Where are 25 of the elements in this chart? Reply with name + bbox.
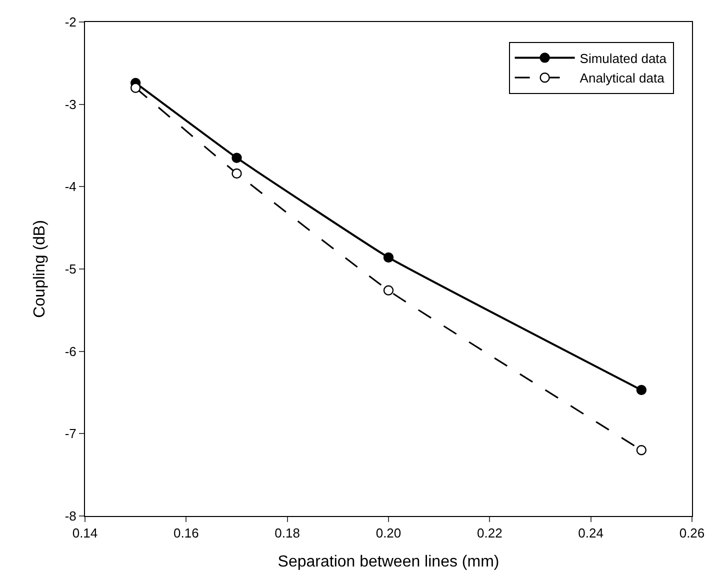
legend-label: Simulated data — [580, 50, 668, 66]
y-tick-label: -2 — [64, 14, 76, 30]
y-axis-title: Coupling (dB) — [32, 220, 49, 318]
x-tick-label: 0.16 — [174, 526, 199, 541]
y-tick-label: -4 — [64, 179, 76, 194]
point — [636, 445, 647, 456]
x-tick-label: 0.20 — [376, 526, 402, 541]
point — [383, 252, 394, 263]
point — [130, 82, 141, 93]
point — [636, 384, 647, 396]
y-tick-label: -5 — [64, 262, 76, 277]
x-tick-label: 0.14 — [72, 526, 98, 541]
point — [383, 285, 394, 296]
y-tick-label: -6 — [64, 344, 76, 359]
x-tick-label: 0.24 — [578, 526, 604, 541]
x-tick-label: 0.26 — [679, 526, 705, 541]
point — [232, 152, 242, 163]
point — [232, 168, 242, 179]
legend-label: Analytical data — [580, 70, 666, 86]
x-tick-label: 0.18 — [274, 526, 300, 541]
x-tick-label: 0.22 — [477, 526, 502, 541]
x-axis-title: Separation between lines (mm) — [278, 553, 500, 570]
y-tick-label: -8 — [64, 508, 76, 524]
y-tick-label: -3 — [64, 96, 76, 112]
y-tick-label: -7 — [64, 426, 76, 442]
